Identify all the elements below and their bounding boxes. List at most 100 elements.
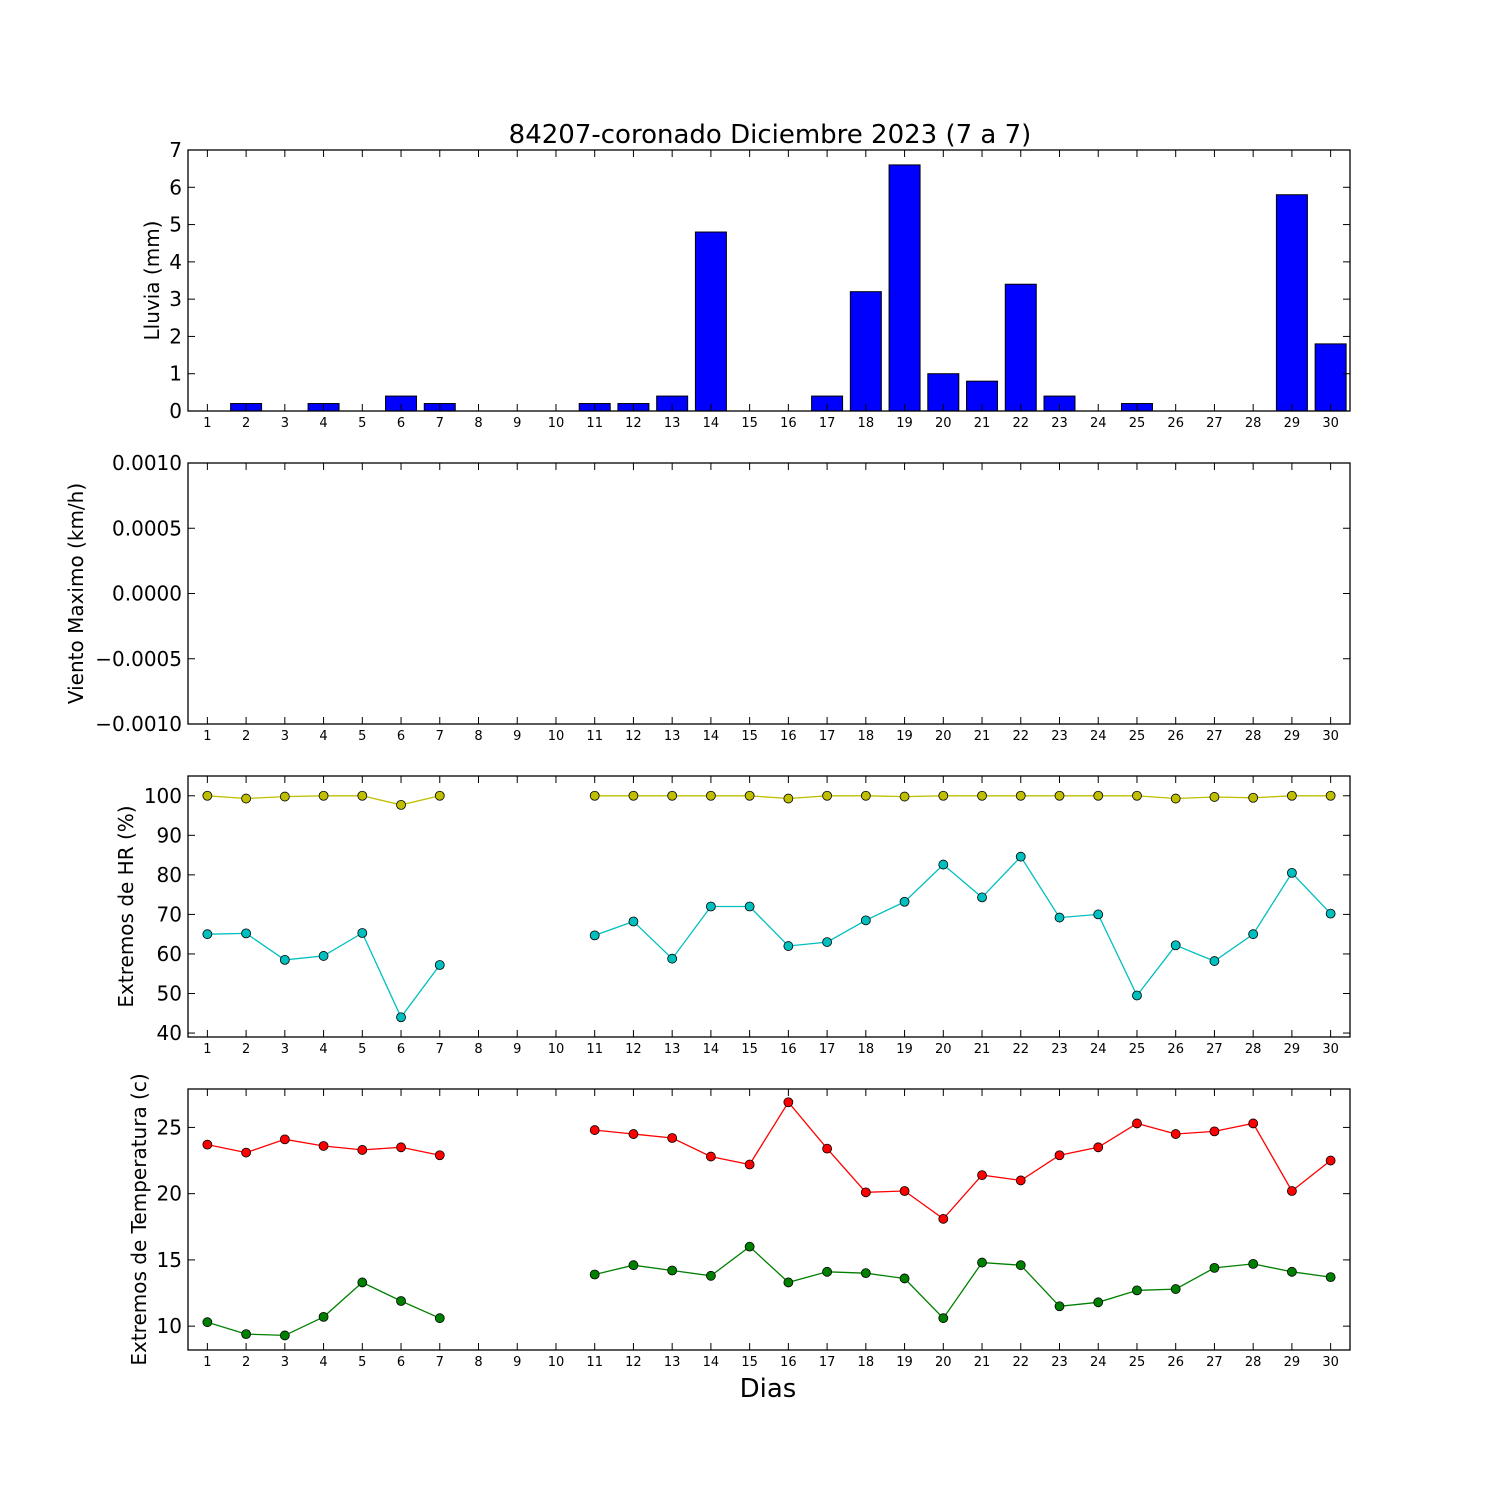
x-tick-label: 3	[281, 729, 289, 744]
x-tick-label: 12	[625, 416, 642, 431]
x-tick-label: 13	[664, 1042, 681, 1057]
humidity-series-0-point-1	[202, 790, 213, 801]
x-tick-label: 19	[896, 729, 913, 744]
humidity-series-1-point-11	[589, 930, 600, 941]
x-tick-label: 14	[703, 729, 720, 744]
x-tick-label: 25	[1129, 416, 1146, 431]
humidity-series-1-point-19	[899, 896, 910, 907]
x-tick-label: 18	[858, 729, 875, 744]
x-tick-label: 30	[1322, 729, 1339, 744]
x-tick-label: 25	[1129, 1042, 1146, 1057]
humidity-series-1-point-28	[1248, 929, 1259, 940]
x-tick-label: 23	[1051, 416, 1068, 431]
y-tick-label: 60	[157, 942, 182, 966]
bar-day-22	[1004, 283, 1037, 412]
humidity-y-axis-label: Extremos de HR (%)	[114, 805, 138, 1007]
temperature-series-0-point-16	[783, 1097, 794, 1108]
humidity-series-0-point-16	[783, 793, 794, 804]
x-tick-label: 27	[1206, 1355, 1223, 1370]
y-tick-label: 0	[169, 399, 182, 423]
temperature-series-0-point-25	[1132, 1118, 1142, 1129]
temperature-series-0-line	[594, 1101, 1332, 1220]
humidity-axes-frame	[187, 775, 1351, 1038]
temperature-series-0-point-4	[318, 1141, 329, 1151]
humidity-series-1-point-16	[783, 941, 794, 951]
x-tick-label: 25	[1129, 1355, 1146, 1370]
temperature-series-1-point-28	[1248, 1258, 1259, 1269]
y-tick-label: 0.0005	[112, 516, 182, 540]
humidity-series-0-point-2	[241, 793, 252, 804]
humidity-series-0-point-22	[1015, 790, 1026, 801]
humidity-series-0-point-25	[1132, 790, 1142, 801]
x-tick-label: 10	[548, 416, 565, 431]
temperature-series-1-point-26	[1170, 1284, 1181, 1294]
y-tick-label: 20	[157, 1182, 182, 1206]
x-tick-label: 8	[474, 1355, 482, 1370]
x-tick-label: 30	[1322, 1042, 1339, 1057]
x-tick-label: 25	[1129, 729, 1146, 744]
humidity-series-1-point-17	[822, 937, 832, 947]
humidity-series-0-point-29	[1287, 790, 1297, 801]
x-tick-label: 24	[1090, 416, 1107, 431]
humidity-series-1-point-2	[241, 928, 252, 939]
x-tick-label: 26	[1167, 1042, 1184, 1057]
y-tick-label: −0.0010	[95, 712, 182, 736]
x-tick-label: 24	[1090, 1042, 1107, 1057]
x-tick-label: 11	[586, 1042, 603, 1057]
y-tick-label: 4	[169, 250, 182, 274]
temperature-series-1-point-19	[899, 1273, 910, 1284]
x-tick-label: 8	[474, 729, 482, 744]
temperature-series-0-point-22	[1015, 1175, 1026, 1186]
x-tick-label: 29	[1284, 729, 1301, 744]
temperature-series-1-point-16	[783, 1277, 794, 1288]
y-tick-label: 7	[169, 138, 182, 162]
temperature-series-1-point-1	[202, 1317, 213, 1328]
x-tick-label: 1	[203, 1355, 211, 1370]
x-tick-label: 2	[242, 1042, 250, 1057]
humidity-series-1-point-20	[938, 859, 949, 870]
humidity-series-1-point-3	[279, 954, 290, 965]
x-tick-label: 9	[513, 729, 521, 744]
temperature-series-0-point-11	[589, 1125, 600, 1135]
x-tick-label: 7	[436, 1355, 444, 1370]
x-tick-label: 18	[858, 1355, 875, 1370]
x-tick-label: 6	[397, 1042, 405, 1057]
humidity-series-1-point-24	[1093, 909, 1104, 920]
rain-axes-frame	[187, 149, 1351, 412]
humidity-series-0-point-20	[938, 790, 949, 801]
humidity-series-1-point-26	[1170, 940, 1181, 951]
temperature-series-1-point-13	[667, 1265, 678, 1276]
x-tick-label: 21	[974, 1355, 991, 1370]
humidity-series-0-point-14	[706, 790, 716, 801]
humidity-series-0-point-4	[318, 790, 329, 801]
humidity-series-1-point-23	[1054, 912, 1065, 923]
temperature-series-1-point-30	[1325, 1272, 1336, 1283]
y-tick-label: 3	[169, 287, 182, 311]
x-tick-label: 17	[819, 1042, 836, 1057]
temperature-series-1-point-4	[318, 1311, 329, 1322]
temperature-series-1-point-15	[744, 1241, 755, 1252]
humidity-series-0-point-15	[744, 790, 755, 801]
temperature-series-1-point-27	[1209, 1262, 1220, 1273]
temperature-series-0-point-12	[628, 1129, 639, 1139]
temperature-series-1-line	[594, 1245, 1331, 1320]
temperature-series-0-point-13	[667, 1133, 678, 1143]
y-tick-label: 70	[157, 902, 182, 926]
humidity-series-0-point-24	[1093, 790, 1104, 801]
humidity-series-0-point-11	[589, 790, 600, 801]
x-tick-label: 4	[319, 1355, 327, 1370]
x-tick-label: 13	[664, 416, 681, 431]
x-tick-label: 28	[1245, 1355, 1262, 1370]
x-tick-label: 10	[548, 1355, 565, 1370]
temperature-series-0-point-19	[899, 1186, 910, 1196]
x-tick-label: 22	[1012, 1355, 1029, 1370]
x-tick-label: 8	[474, 416, 482, 431]
y-tick-label: 0.0000	[112, 582, 182, 606]
y-tick-label: 100	[144, 784, 182, 808]
humidity-series-1-point-21	[977, 892, 987, 903]
x-tick-label: 9	[513, 1042, 521, 1057]
temperature-series-1-point-5	[357, 1277, 368, 1288]
y-tick-label: 90	[157, 823, 182, 847]
x-tick-label: 15	[741, 1355, 758, 1370]
